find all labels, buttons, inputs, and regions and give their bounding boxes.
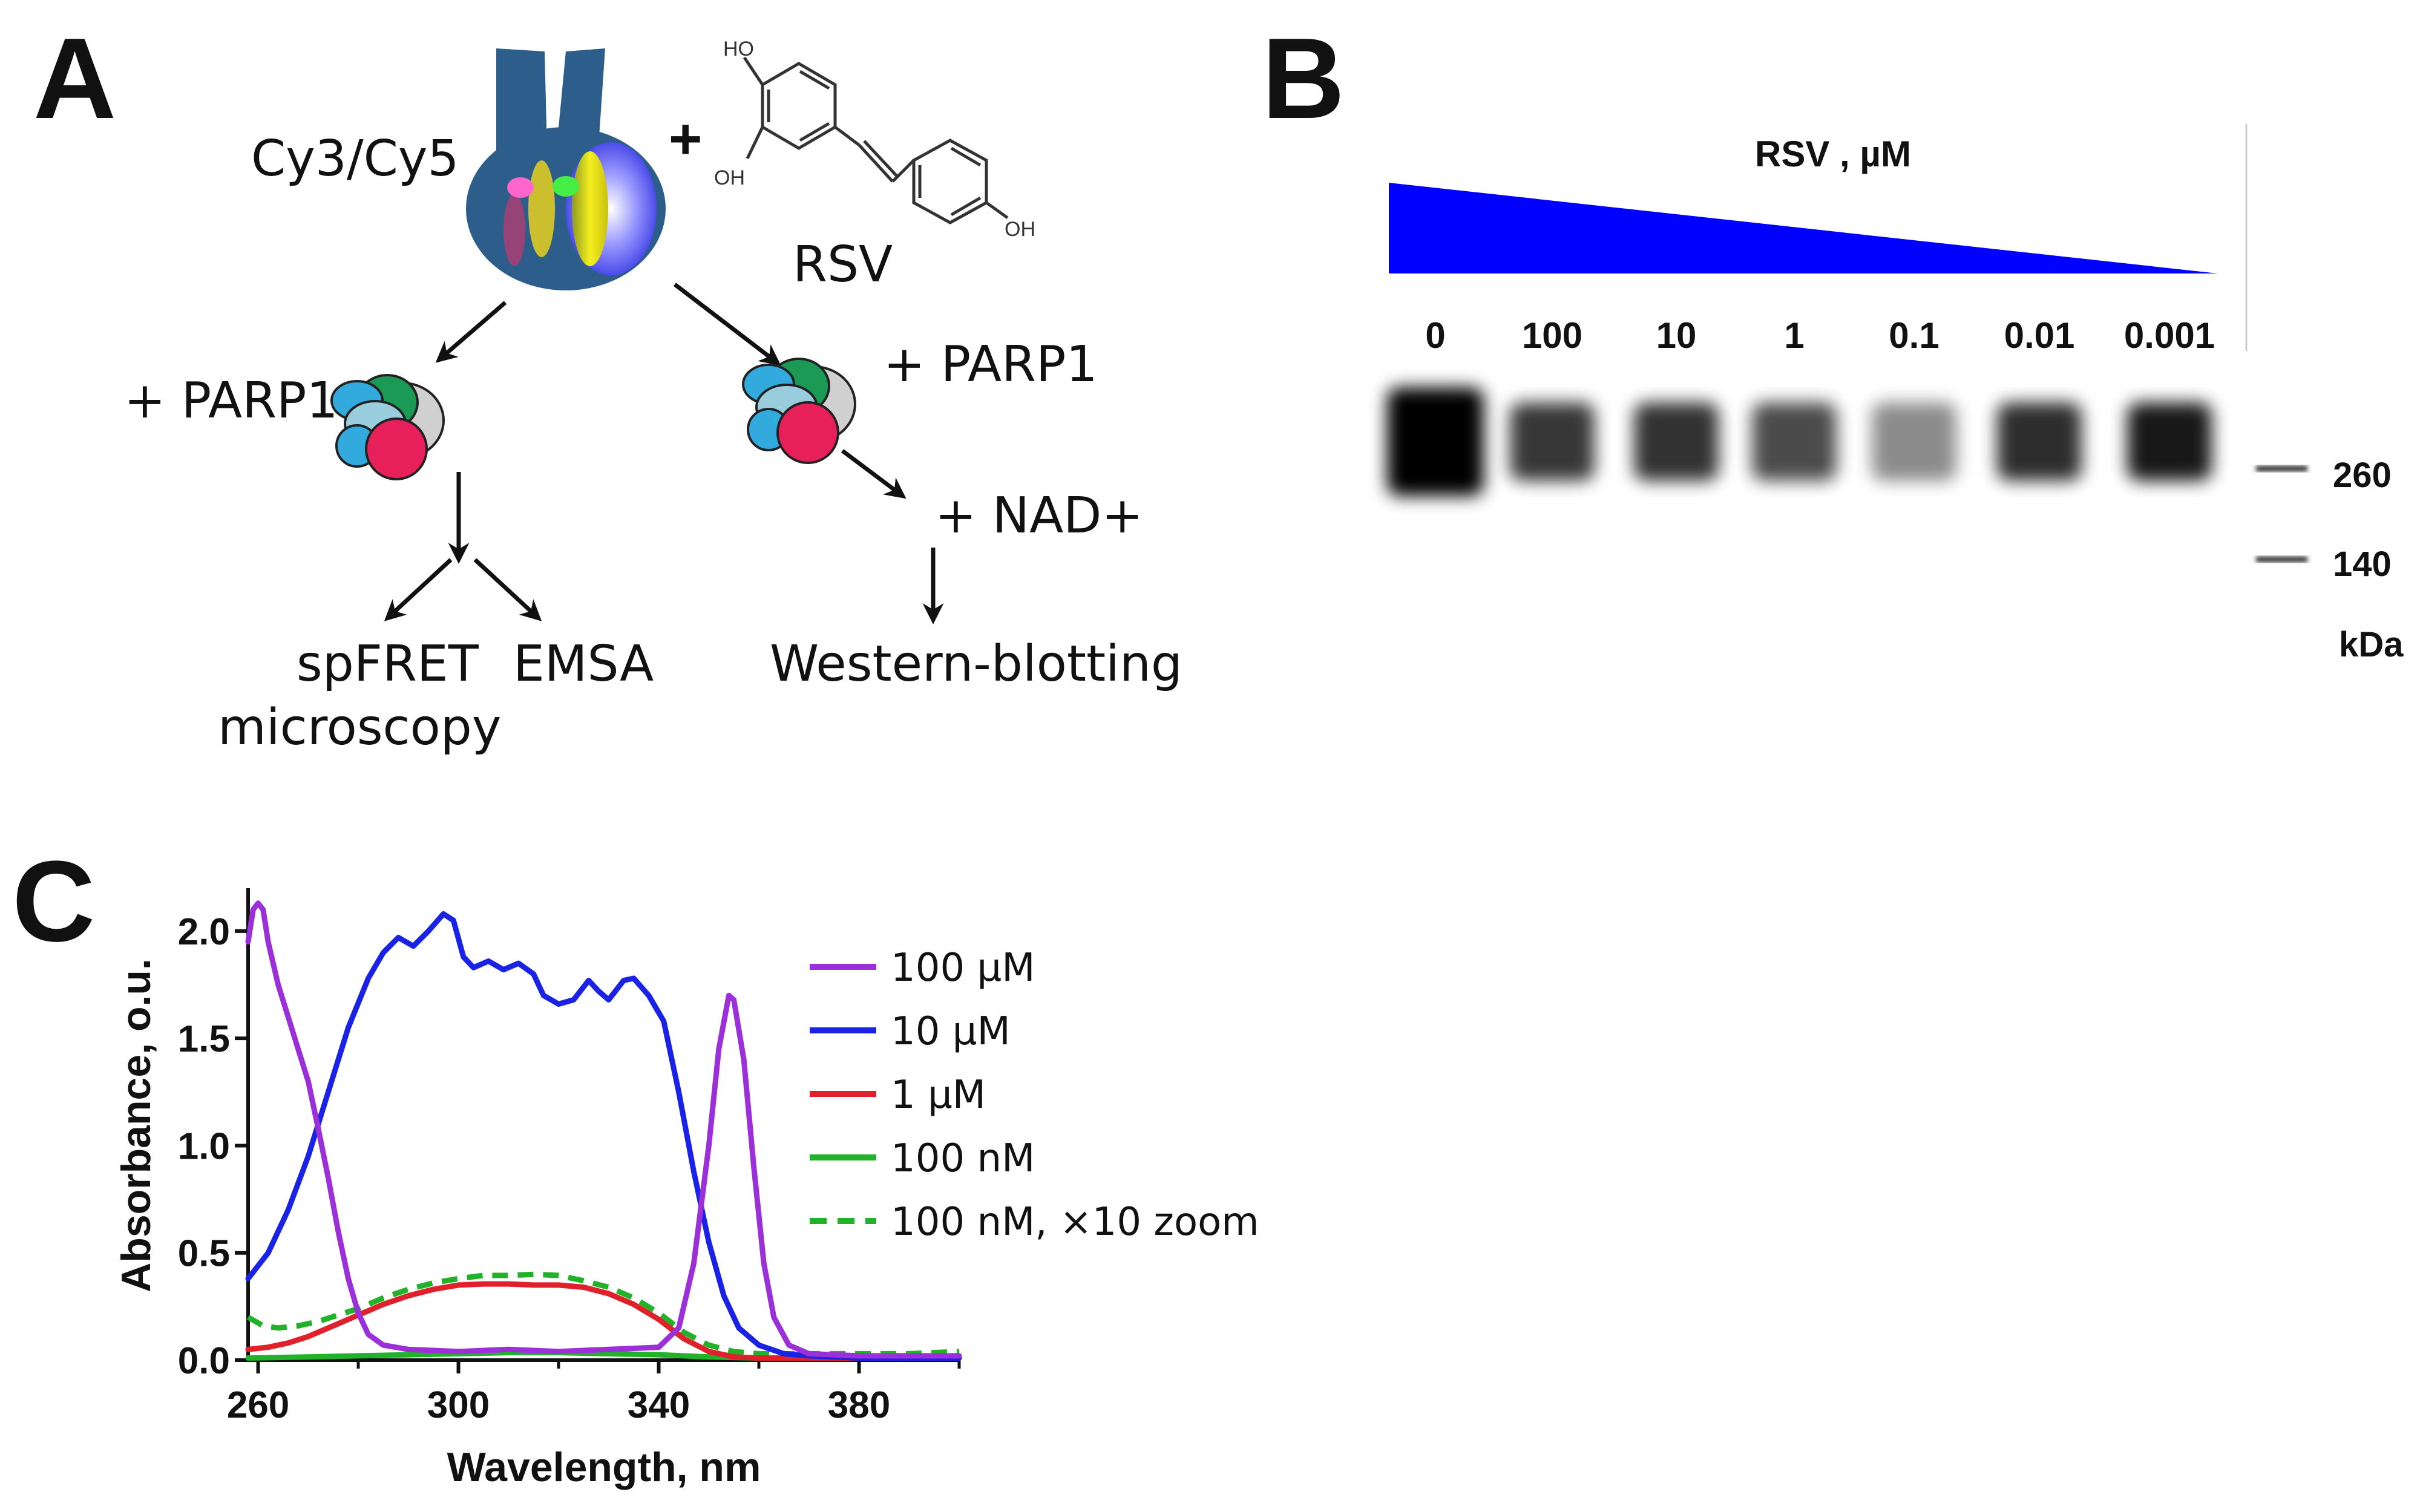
x-axis-ticks: 260 300 340 380 — [227, 1360, 961, 1426]
parp1-icon-left — [330, 374, 445, 480]
arrow-to-emsa — [473, 558, 542, 621]
legend-label: 100 μM — [891, 946, 1035, 990]
arrow-to-nad — [841, 449, 907, 499]
marker-band-260 — [2256, 466, 2307, 471]
lane-label: 0.1 — [1889, 315, 1939, 356]
blot-band — [1872, 402, 1956, 481]
kda-unit-label: kDa — [2339, 625, 2404, 664]
rsv-concentration-title: RSV , µM — [1755, 134, 1911, 174]
parp1-icon-right — [742, 358, 856, 464]
series-line — [245, 911, 962, 1361]
series-line — [245, 1281, 962, 1361]
arrow-to-spfret — [384, 558, 453, 621]
lane-label: 0.01 — [2004, 315, 2075, 356]
lane-labels: 0 100 10 1 0.1 0.01 0.001 — [1425, 315, 2215, 356]
lane-label: 100 — [1522, 315, 1582, 356]
y-tick-label: 0.5 — [178, 1233, 230, 1275]
spfret-label: spFRET — [297, 635, 479, 693]
cy3-cy5-label: Cy3/Cy5 — [251, 130, 459, 188]
chart-legend: 100 μM 10 μM 1 μM 100 nM 100 nM, ×10 zoom — [810, 946, 1259, 1245]
nucleosome-icon — [466, 48, 666, 290]
x-tick-label: 340 — [628, 1384, 690, 1426]
parp1-right-label: + PARP1 — [884, 336, 1098, 393]
rsv-label: RSV — [793, 236, 893, 293]
blot-band — [1387, 387, 1484, 496]
legend-label: 100 nM, ×10 zoom — [891, 1200, 1259, 1245]
marker-140-label: 140 — [2333, 545, 2392, 584]
y-tick-label: 0.0 — [178, 1340, 230, 1382]
blot-band — [2127, 402, 2212, 481]
plus-sign: + — [669, 107, 702, 171]
microscopy-label: microscopy — [218, 699, 501, 756]
x-tick-label: 260 — [227, 1384, 289, 1426]
legend-label: 100 nM — [891, 1136, 1035, 1181]
x-tick-label: 300 — [427, 1384, 490, 1426]
panel-a: A Cy3/Cy5 + — [33, 15, 1182, 756]
western-blot-bands — [1387, 387, 2212, 496]
parp1-left-label: + PARP1 — [124, 372, 338, 430]
y-axis-ticks: 0.0 0.5 1.0 1.5 2.0 — [178, 911, 248, 1382]
series-line — [246, 1271, 960, 1357]
y-tick-label: 2.0 — [178, 911, 230, 953]
panel-c: C 0.0 0.5 1.0 1.5 2.0 260 300 340 380 Wavelengt… — [12, 837, 1259, 1490]
panel-a-letter: A — [33, 15, 116, 143]
y-tick-label: 1.5 — [178, 1018, 230, 1060]
y-axis-title: Absorbance, o.u. — [113, 958, 159, 1292]
marker-260-label: 260 — [2333, 456, 2392, 495]
absorbance-chart: 0.0 0.5 1.0 1.5 2.0 260 300 340 380 Wavelength,… — [113, 888, 1259, 1490]
lane-label: 0 — [1425, 315, 1445, 356]
resveratrol-structure-icon — [743, 56, 1009, 224]
rsv-gradient-wedge — [1389, 183, 2218, 273]
blot-band — [1752, 402, 1837, 481]
panel-c-letter: C — [12, 837, 95, 966]
mol-oh-left: OH — [714, 166, 745, 189]
blot-band — [1997, 402, 2082, 481]
legend-label: 1 μM — [891, 1073, 986, 1118]
nad-label: + NAD+ — [935, 487, 1143, 545]
blot-band — [1510, 402, 1595, 481]
legend-label: 10 μM — [891, 1009, 1011, 1054]
lane-label: 0.001 — [2124, 315, 2215, 356]
emsa-label: EMSA — [513, 635, 654, 693]
panel-b: B RSV , µM 0 100 10 1 0.1 0.01 0.001 260 140 k… — [1262, 15, 2404, 664]
x-axis-title: Wavelength, nm — [447, 1444, 761, 1490]
lane-label: 10 — [1656, 315, 1697, 356]
arrow-left — [435, 301, 507, 363]
blot-band — [1634, 402, 1719, 481]
arrow-right — [673, 283, 781, 366]
y-tick-label: 1.0 — [178, 1125, 230, 1167]
x-tick-label: 380 — [828, 1384, 890, 1426]
marker-band-140 — [2256, 557, 2307, 562]
mol-oh-right: OH — [1005, 218, 1035, 241]
series-lines — [245, 900, 962, 1361]
mol-oh-top: HO — [723, 38, 754, 61]
panel-b-letter: B — [1262, 15, 1345, 143]
western-blotting-label: Western-blotting — [770, 635, 1182, 693]
series-line — [245, 900, 962, 1359]
lane-label: 1 — [1784, 315, 1804, 356]
